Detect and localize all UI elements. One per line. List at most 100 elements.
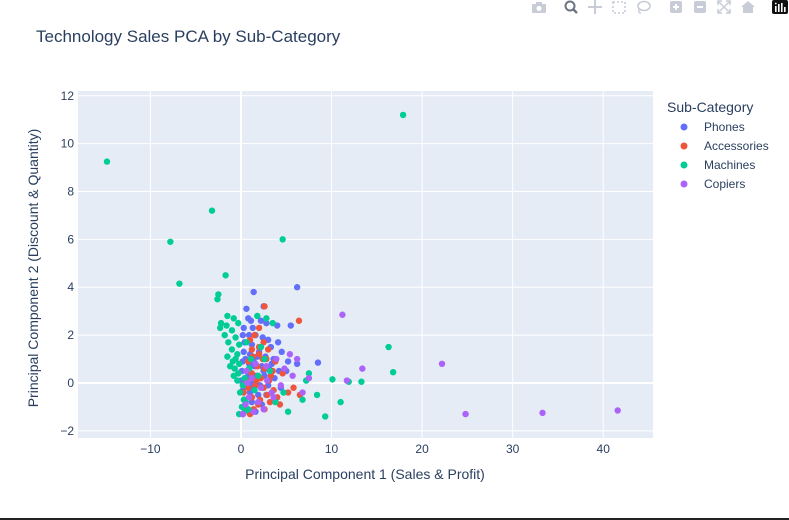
point-phones[interactable] [274,339,282,346]
point-machines[interactable] [257,343,265,351]
point-copiers[interactable] [539,409,546,417]
point-accessories[interactable] [248,370,256,377]
point-copiers[interactable] [281,365,288,372]
point-accessories[interactable] [290,384,297,391]
point-machines[interactable] [224,353,231,360]
point-copiers[interactable] [242,401,249,408]
point-machines[interactable] [389,368,397,376]
point-copiers[interactable] [614,407,621,414]
point-machines[interactable] [224,312,231,320]
point-machines[interactable] [313,391,321,399]
point-phones[interactable] [314,359,322,366]
point-copiers[interactable] [289,372,296,379]
point-accessories[interactable] [248,346,256,353]
point-copiers[interactable] [462,410,469,418]
point-phones[interactable] [263,319,270,327]
zoom-icon[interactable] [562,0,580,14]
point-machines[interactable] [279,236,286,243]
point-machines[interactable] [232,334,239,341]
point-accessories[interactable] [255,351,263,358]
point-machines[interactable] [269,319,276,327]
point-machines[interactable] [208,207,216,214]
point-machines[interactable] [231,365,238,372]
point-machines[interactable] [228,327,236,334]
camera-icon[interactable] [530,0,548,14]
point-phones[interactable] [287,322,294,329]
point-copiers[interactable] [243,367,250,375]
point-copiers[interactable] [359,365,366,372]
point-accessories[interactable] [251,331,258,339]
point-copiers[interactable] [293,355,301,363]
point-accessories[interactable] [267,372,275,379]
point-accessories[interactable] [245,384,252,391]
point-machines[interactable] [337,398,344,406]
point-phones[interactable] [259,334,266,341]
point-phones[interactable] [243,305,250,312]
point-machines[interactable] [299,396,306,403]
point-phones[interactable] [257,317,265,324]
point-machines[interactable] [263,315,270,322]
point-copiers[interactable] [244,379,251,387]
point-phones[interactable] [245,331,253,339]
legend-item-machines[interactable]: Machines [680,158,756,172]
legend-item-accessories[interactable]: Accessories [680,139,769,153]
point-machines[interactable] [217,319,225,327]
point-machines[interactable] [247,355,255,363]
point-machines[interactable] [223,322,230,329]
point-machines[interactable] [216,324,224,332]
point-machines[interactable] [235,319,242,327]
point-machines[interactable] [167,238,174,245]
point-copiers[interactable] [239,410,247,418]
point-accessories[interactable] [295,317,303,324]
point-accessories[interactable] [266,398,274,406]
point-phones[interactable] [240,348,247,356]
point-accessories[interactable] [260,339,267,346]
point-copiers[interactable] [257,384,265,391]
point-copiers[interactable] [260,406,267,413]
point-machines[interactable] [251,386,258,394]
point-copiers[interactable] [254,398,262,406]
point-accessories[interactable] [284,389,292,396]
pan-icon[interactable] [586,0,604,14]
point-machines[interactable] [284,408,292,415]
point-machines[interactable] [329,376,336,383]
point-machines[interactable] [214,296,221,303]
point-machines[interactable] [230,372,237,379]
point-machines[interactable] [254,372,262,379]
legend-item-copiers[interactable]: Copiers [680,177,746,191]
point-phones[interactable] [293,284,301,291]
lasso-icon[interactable] [634,0,652,14]
point-copiers[interactable] [299,389,306,396]
point-machines[interactable] [235,341,243,348]
point-machines[interactable] [266,367,274,375]
home-icon[interactable] [739,0,757,14]
point-machines[interactable] [385,343,392,351]
zoom-in-icon[interactable] [667,0,685,14]
point-machines[interactable] [280,389,287,396]
point-phones[interactable] [239,331,247,339]
point-machines[interactable] [225,339,232,346]
point-accessories[interactable] [261,303,268,310]
point-accessories[interactable] [252,382,259,389]
point-machines[interactable] [103,158,111,165]
point-copiers[interactable] [270,394,277,401]
point-machines[interactable] [399,111,407,119]
point-machines[interactable] [222,272,229,279]
point-accessories[interactable] [264,346,272,353]
box-select-icon[interactable] [610,0,628,14]
point-machines[interactable] [241,374,248,382]
point-machines[interactable] [305,370,313,377]
point-copiers[interactable] [343,377,351,384]
plot-area[interactable] [78,91,653,438]
point-machines[interactable] [245,406,252,413]
point-machines[interactable] [221,331,228,339]
point-copiers[interactable] [286,351,294,358]
point-machines[interactable] [322,413,329,420]
legend-item-phones[interactable]: Phones [680,120,745,134]
point-machines[interactable] [261,355,268,363]
point-machines[interactable] [228,346,236,353]
point-machines[interactable] [236,389,244,396]
point-machines[interactable] [229,358,237,365]
point-machines[interactable] [235,360,243,368]
point-copiers[interactable] [273,355,280,363]
